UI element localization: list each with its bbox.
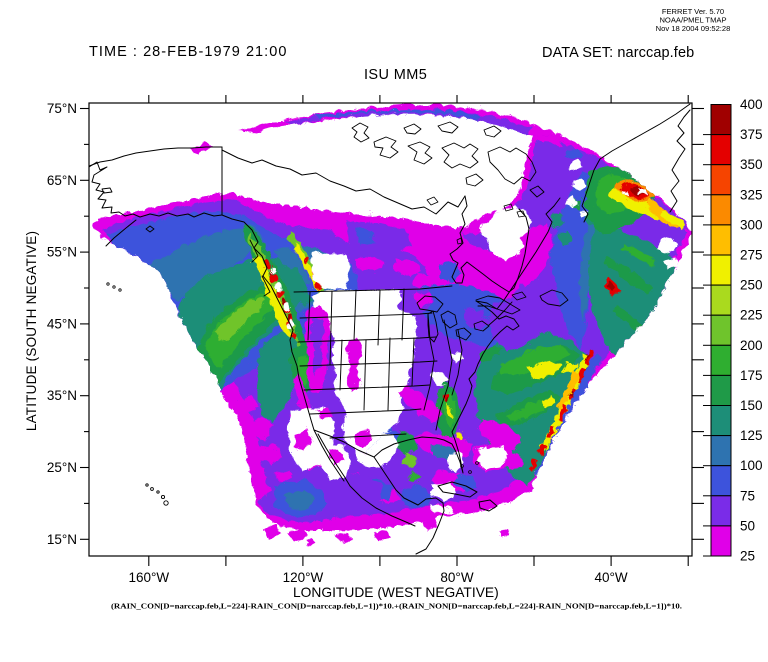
svg-text:160°W: 160°W (128, 570, 169, 585)
svg-text:250: 250 (740, 278, 763, 293)
svg-text:125: 125 (740, 428, 763, 443)
svg-text:DATA SET: narccap.feb: DATA SET: narccap.feb (542, 45, 694, 61)
svg-text:35°N: 35°N (47, 388, 77, 403)
svg-text:Nov 18 2004 09:52:28: Nov 18 2004 09:52:28 (656, 24, 731, 33)
svg-text:350: 350 (740, 157, 763, 172)
svg-text:80°W: 80°W (440, 570, 473, 585)
svg-text:25°N: 25°N (47, 460, 77, 475)
svg-text:40°W: 40°W (595, 570, 628, 585)
svg-text:100: 100 (740, 458, 763, 473)
svg-text:225: 225 (740, 308, 763, 323)
svg-text:45°N: 45°N (47, 316, 77, 331)
svg-text:LATITUDE (SOUTH NEGATIVE): LATITUDE (SOUTH NEGATIVE) (24, 231, 39, 431)
svg-text:50: 50 (740, 518, 755, 533)
svg-text:275: 275 (740, 248, 763, 263)
svg-text:150: 150 (740, 398, 763, 413)
svg-text:15°N: 15°N (47, 532, 77, 547)
svg-text:TIME : 28-FEB-1979 21:00: TIME : 28-FEB-1979 21:00 (89, 44, 287, 60)
svg-text:300: 300 (740, 217, 763, 232)
svg-text:25: 25 (740, 549, 755, 564)
svg-text:LONGITUDE (WEST NEGATIVE): LONGITUDE (WEST NEGATIVE) (293, 585, 499, 600)
svg-text:75: 75 (740, 488, 755, 503)
svg-text:400: 400 (740, 97, 763, 112)
svg-text:175: 175 (740, 368, 763, 383)
svg-text:75°N: 75°N (47, 101, 77, 116)
svg-text:200: 200 (740, 338, 763, 353)
svg-text:375: 375 (740, 127, 763, 142)
svg-text:FERRET Ver. 5.70: FERRET Ver. 5.70 (662, 7, 724, 16)
svg-text:120°W: 120°W (283, 570, 324, 585)
svg-text:325: 325 (740, 187, 763, 202)
svg-text:65°N: 65°N (47, 173, 77, 188)
svg-text:ISU MM5: ISU MM5 (364, 67, 427, 83)
svg-text:NOAA/PMEL TMAP: NOAA/PMEL TMAP (659, 16, 726, 25)
svg-text:(RAIN_CON[D=narccap.feb,L=224]: (RAIN_CON[D=narccap.feb,L=224]-RAIN_CON[… (111, 602, 682, 611)
svg-text:55°N: 55°N (47, 245, 77, 260)
